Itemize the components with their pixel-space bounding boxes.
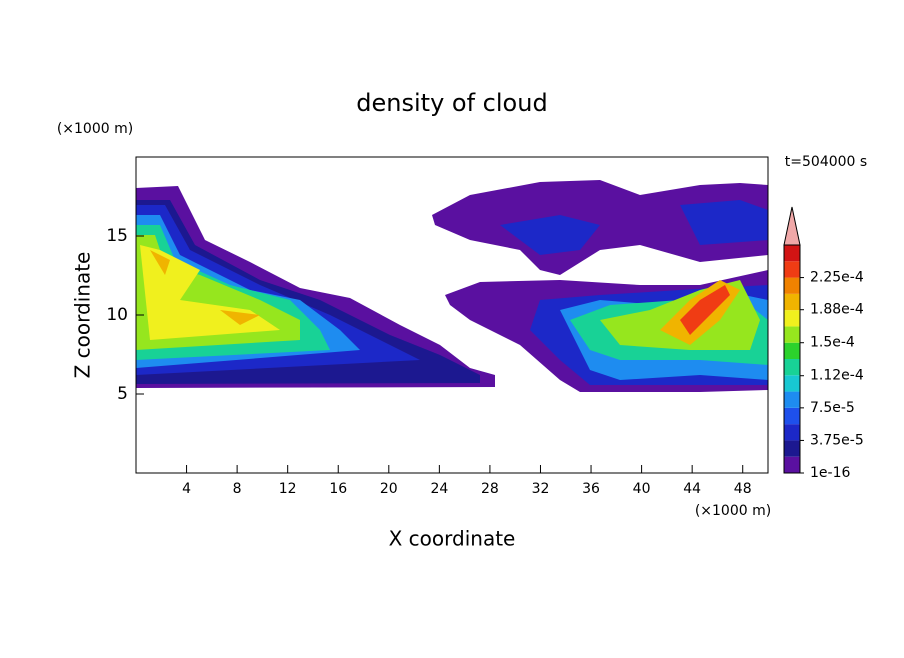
colorbar-band	[784, 424, 800, 441]
y-unit: (×1000 m)	[57, 121, 133, 137]
contour-region	[500, 215, 600, 255]
colorbar-extend	[783, 206, 801, 246]
contour-region	[680, 285, 730, 335]
colorbar-band	[784, 456, 800, 473]
x-unit: (×1000 m)	[695, 503, 771, 519]
y-tick-label: 5	[117, 384, 128, 404]
colorbar-tick-label: 1.12e-4	[810, 368, 864, 384]
x-tick-label: 36	[582, 481, 600, 497]
colorbar-band	[784, 261, 800, 278]
colorbar-band	[784, 359, 800, 376]
colorbar-tick-label: 1.5e-4	[810, 335, 855, 351]
x-tick-label: 16	[329, 481, 347, 497]
x-tick-label: 4	[182, 481, 191, 497]
x-tick-label: 8	[233, 481, 242, 497]
x-tick-label: 32	[532, 481, 550, 497]
y-tick-label: 15	[106, 226, 128, 246]
colorbar-band	[784, 407, 800, 425]
x-axis-label: X coordinate	[389, 527, 516, 551]
colorbar-band	[784, 277, 800, 294]
colorbar-band	[784, 440, 800, 457]
x-tick-label: 44	[683, 481, 701, 497]
contour-region	[220, 310, 260, 325]
colorbar-tick-label: 1.88e-4	[810, 302, 864, 318]
colorbar-frame	[783, 244, 801, 474]
x-tick-label: 12	[279, 481, 297, 497]
x-tick-label: 28	[481, 481, 499, 497]
colorbar-band	[784, 310, 800, 327]
contour-region	[680, 200, 768, 245]
time-annotation: t=504000 s	[785, 154, 867, 170]
y-tick-label: 10	[106, 305, 128, 325]
colorbar-band	[784, 245, 800, 262]
x-tick-label: 48	[734, 481, 752, 497]
contour-field	[136, 180, 768, 392]
colorbar-band	[784, 326, 800, 343]
x-tick-label: 20	[380, 481, 398, 497]
colorbar-tick-label: 3.75e-5	[810, 432, 864, 448]
colorbar-band	[784, 342, 800, 359]
chart-title: density of cloud	[356, 89, 547, 117]
y-axis-label: Z coordinate	[71, 252, 95, 379]
x-tick-label: 40	[633, 481, 651, 497]
colorbar-tick-label: 1e-16	[810, 465, 850, 481]
colorbar-band	[784, 375, 800, 392]
colorbar-band	[784, 391, 800, 408]
colorbar-band	[784, 293, 800, 311]
contour-region	[150, 250, 170, 275]
x-tick-label: 24	[430, 481, 448, 497]
colorbar-tick-label: 2.25e-4	[810, 270, 864, 286]
colorbar-tick-label: 7.5e-5	[810, 400, 855, 416]
contour-region	[432, 180, 768, 275]
